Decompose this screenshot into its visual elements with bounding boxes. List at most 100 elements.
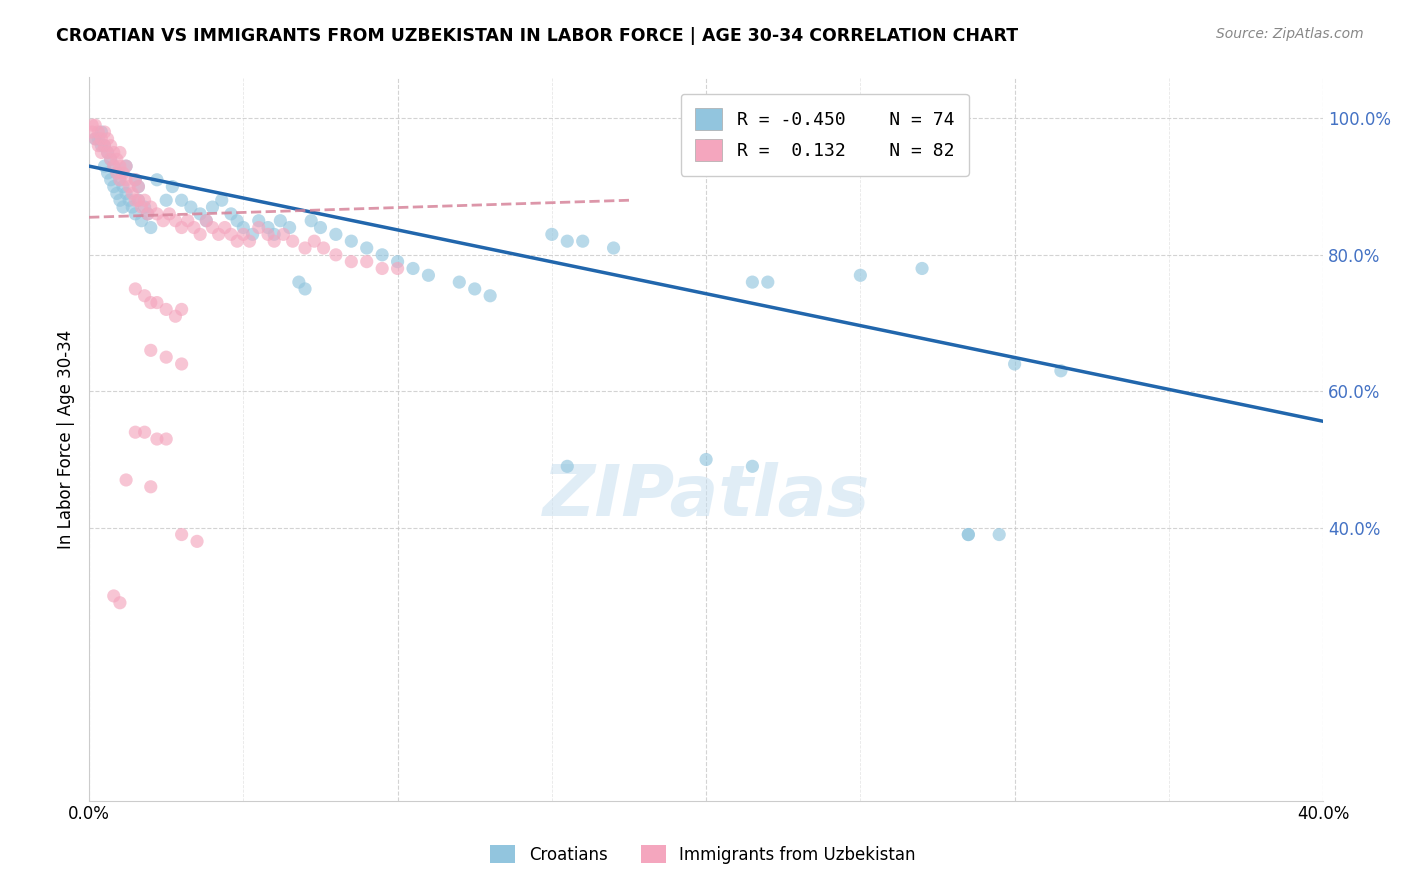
Point xyxy=(170,193,193,207)
Point xyxy=(100,138,122,153)
Point xyxy=(103,179,125,194)
Point xyxy=(170,302,193,317)
Legend: R = -0.450    N = 74, R =  0.132    N = 82: R = -0.450 N = 74, R = 0.132 N = 82 xyxy=(681,94,969,176)
Point xyxy=(201,220,224,235)
Point xyxy=(127,179,149,194)
Point xyxy=(124,193,146,207)
Point xyxy=(741,459,763,474)
Point xyxy=(134,200,156,214)
Point xyxy=(87,138,110,153)
Point xyxy=(188,227,211,242)
Point xyxy=(127,193,149,207)
Point xyxy=(115,473,138,487)
Point xyxy=(170,357,193,371)
Point xyxy=(121,200,143,214)
Point xyxy=(100,153,122,167)
Point xyxy=(124,173,146,187)
Point xyxy=(118,179,141,194)
Point xyxy=(115,159,138,173)
Point xyxy=(131,200,153,214)
Point xyxy=(124,282,146,296)
Point xyxy=(105,153,128,167)
Point xyxy=(195,213,218,227)
Point xyxy=(108,173,131,187)
Point xyxy=(100,153,122,167)
Point xyxy=(211,193,233,207)
Point xyxy=(93,159,115,173)
Point xyxy=(127,193,149,207)
Point xyxy=(418,268,440,283)
Point xyxy=(139,295,162,310)
Point xyxy=(849,268,872,283)
Point xyxy=(111,179,134,194)
Point xyxy=(387,261,409,276)
Point xyxy=(124,425,146,440)
Text: Source: ZipAtlas.com: Source: ZipAtlas.com xyxy=(1216,27,1364,41)
Point xyxy=(183,220,205,235)
Point xyxy=(155,193,177,207)
Point xyxy=(115,173,138,187)
Point xyxy=(90,145,112,160)
Point xyxy=(340,254,363,268)
Point xyxy=(90,138,112,153)
Point xyxy=(226,213,249,227)
Point xyxy=(90,125,112,139)
Point xyxy=(555,459,578,474)
Point xyxy=(695,452,717,467)
Point xyxy=(242,227,264,242)
Point xyxy=(257,227,280,242)
Point xyxy=(479,289,502,303)
Point xyxy=(294,241,316,255)
Y-axis label: In Labor Force | Age 30-34: In Labor Force | Age 30-34 xyxy=(58,329,75,549)
Point xyxy=(226,234,249,248)
Point xyxy=(170,220,193,235)
Point xyxy=(127,179,149,194)
Point xyxy=(170,527,193,541)
Legend: Croatians, Immigrants from Uzbekistan: Croatians, Immigrants from Uzbekistan xyxy=(484,838,922,871)
Point xyxy=(87,132,110,146)
Point xyxy=(108,193,131,207)
Point xyxy=(115,159,138,173)
Point xyxy=(165,213,187,227)
Point xyxy=(97,132,120,146)
Point xyxy=(309,220,332,235)
Point xyxy=(219,207,242,221)
Point xyxy=(340,234,363,248)
Point xyxy=(602,241,624,255)
Point xyxy=(134,289,156,303)
Point xyxy=(299,213,322,227)
Point xyxy=(93,138,115,153)
Point xyxy=(146,432,169,446)
Point xyxy=(100,173,122,187)
Point xyxy=(273,227,295,242)
Point xyxy=(177,213,200,227)
Point xyxy=(97,145,120,160)
Point xyxy=(84,118,107,132)
Point xyxy=(108,173,131,187)
Point xyxy=(232,227,254,242)
Text: CROATIAN VS IMMIGRANTS FROM UZBEKISTAN IN LABOR FORCE | AGE 30-34 CORRELATION CH: CROATIAN VS IMMIGRANTS FROM UZBEKISTAN I… xyxy=(56,27,1018,45)
Point xyxy=(139,343,162,358)
Point xyxy=(111,200,134,214)
Point xyxy=(84,132,107,146)
Point xyxy=(356,254,378,268)
Point xyxy=(87,125,110,139)
Point xyxy=(555,234,578,248)
Point xyxy=(111,166,134,180)
Point xyxy=(247,220,270,235)
Point xyxy=(201,200,224,214)
Point xyxy=(756,275,779,289)
Point xyxy=(103,589,125,603)
Point xyxy=(371,261,394,276)
Point xyxy=(208,227,231,242)
Point xyxy=(115,186,138,201)
Point xyxy=(118,193,141,207)
Point xyxy=(288,275,311,289)
Point xyxy=(136,207,159,221)
Point xyxy=(134,425,156,440)
Point xyxy=(988,527,1011,541)
Point xyxy=(108,145,131,160)
Point xyxy=(124,173,146,187)
Point xyxy=(387,254,409,268)
Point xyxy=(247,213,270,227)
